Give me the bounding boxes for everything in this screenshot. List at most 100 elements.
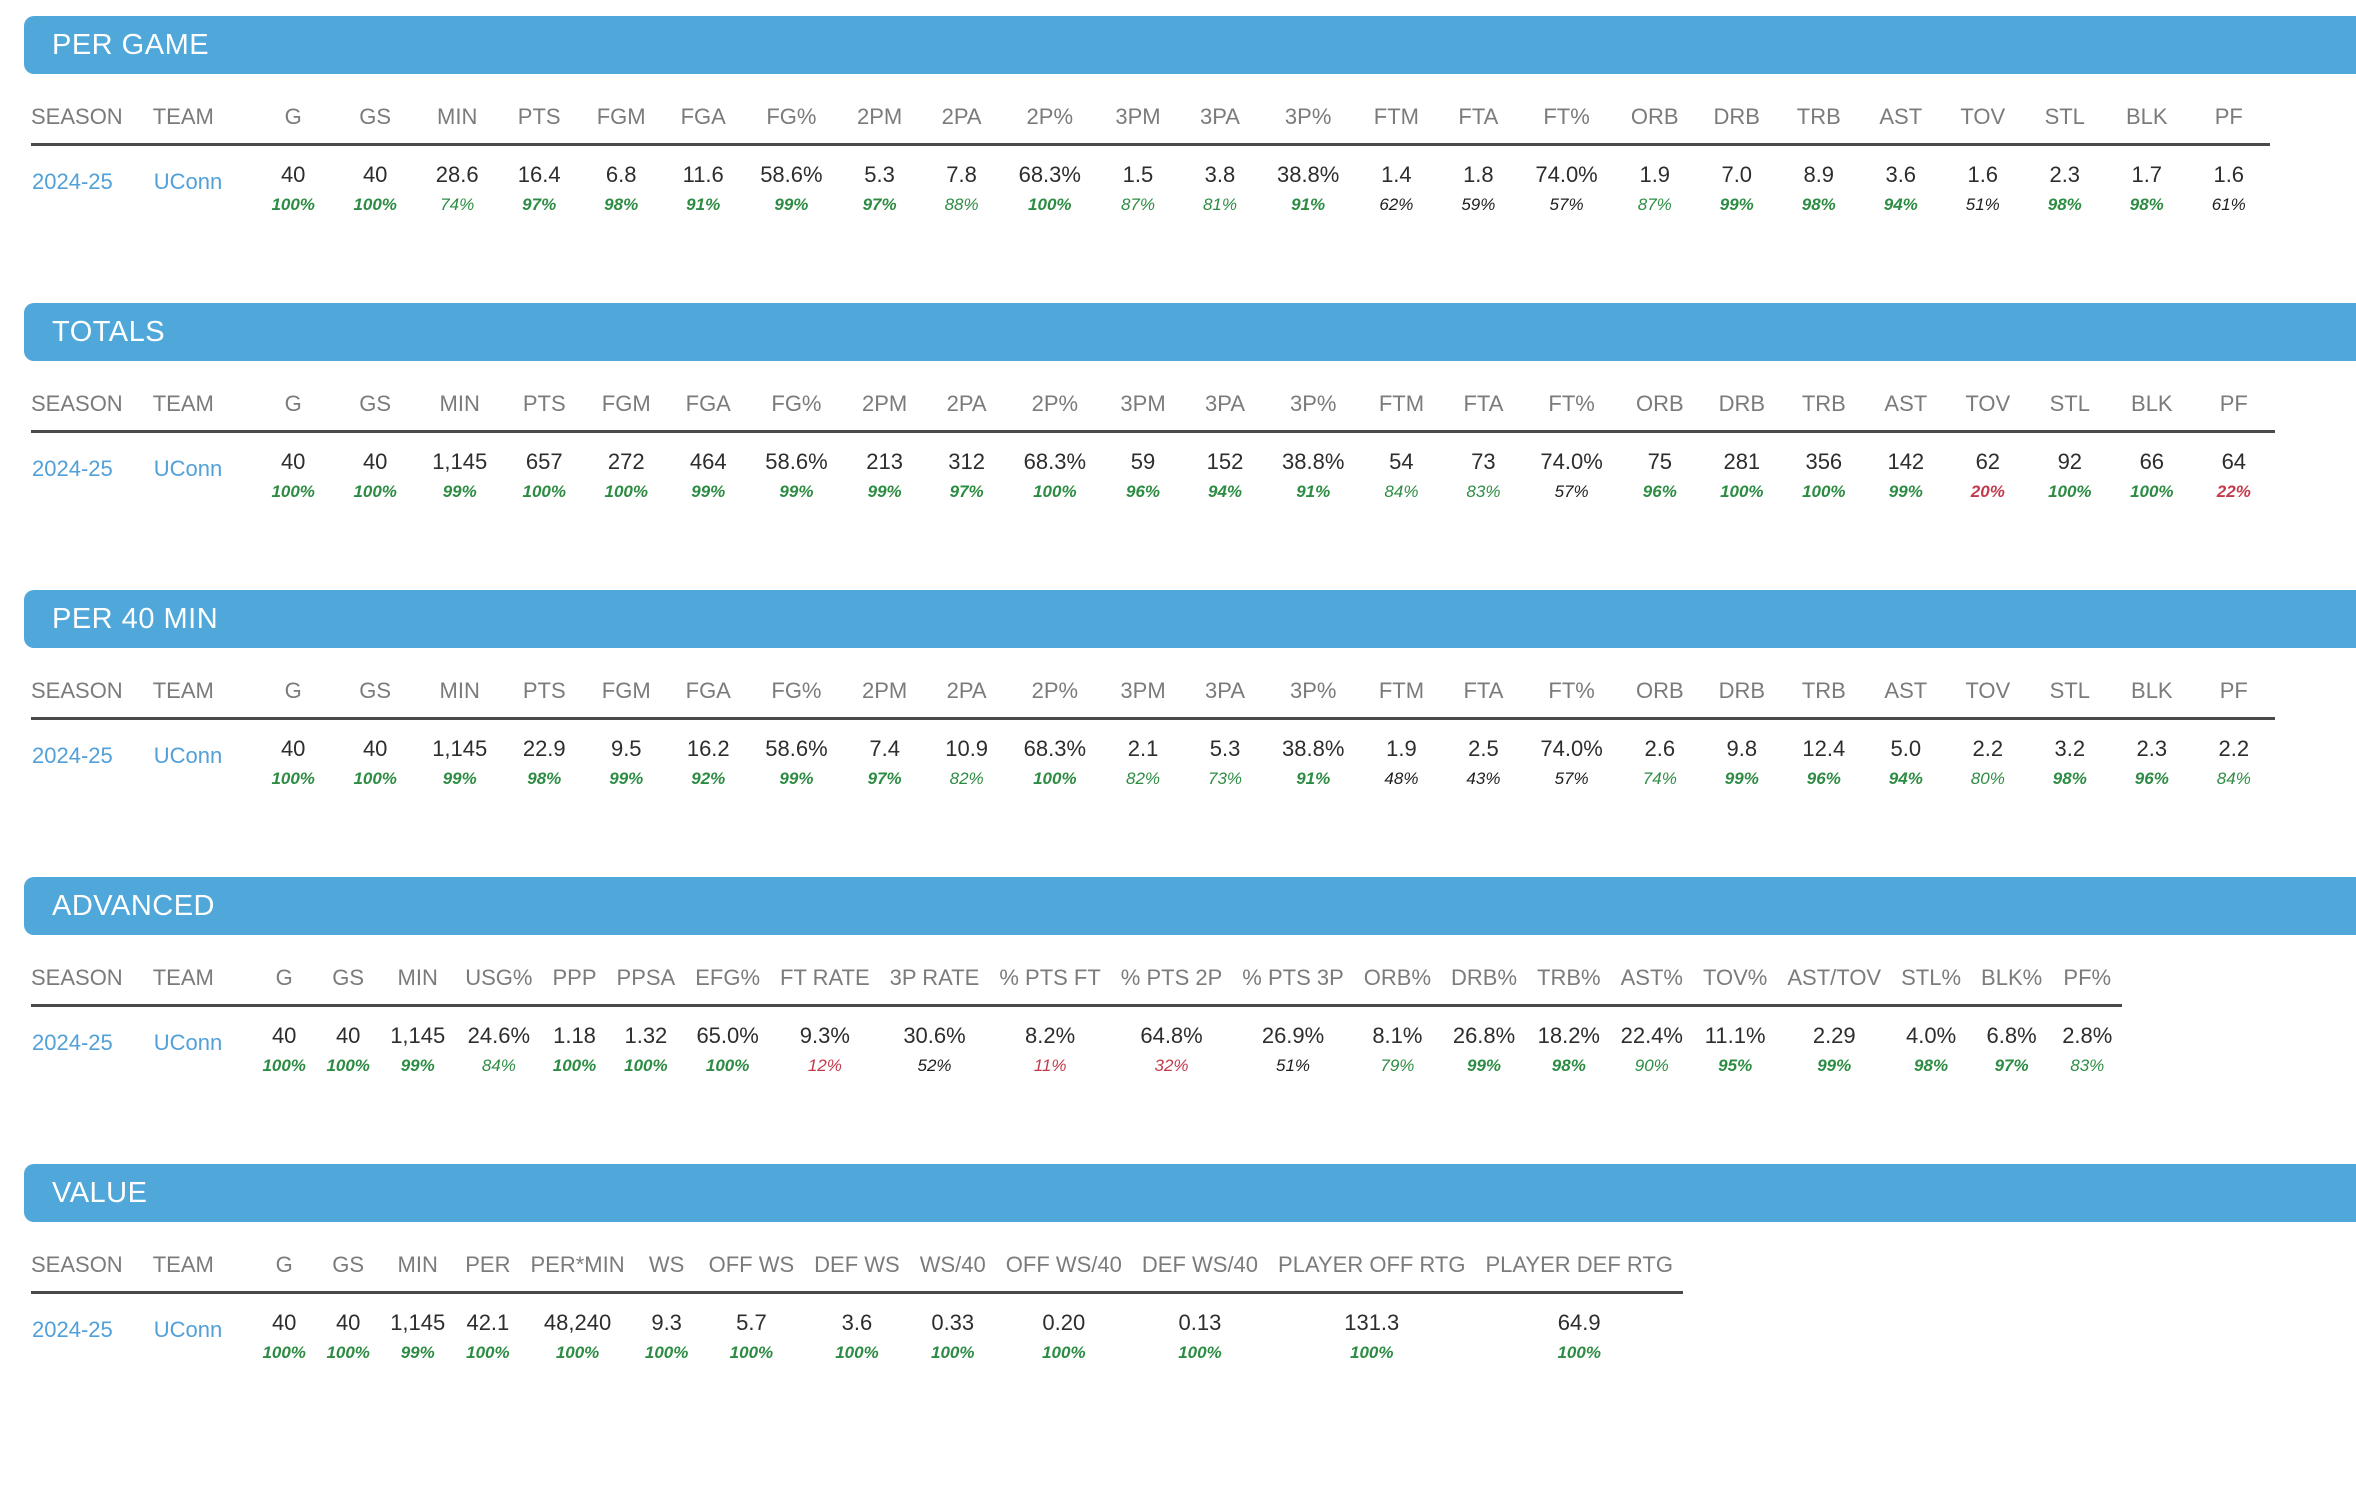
stat-cell: 7.8 88% [921, 145, 1003, 218]
stat-cell: 75 96% [1619, 432, 1701, 505]
stat-percentile: 97% [1994, 1056, 2029, 1075]
stat-value: 54 [1389, 449, 1414, 474]
stat-cell: 1,145 99% [416, 432, 503, 505]
stat-value: 40 [335, 1023, 361, 1048]
stat-percentile: 98% [1914, 1056, 1949, 1075]
column-header: DRB [1718, 391, 1766, 416]
stat-percentile: 84% [2216, 769, 2251, 788]
column-header: G [284, 104, 302, 129]
table-row: 2024-25 UConn 40 100% 40 100% 1,145 99% 22.9 98% 9… [31, 719, 2275, 792]
stat-percentile: 99% [442, 769, 477, 788]
team-link[interactable]: UConn [153, 1029, 223, 1055]
stat-percentile: 100% [353, 195, 397, 214]
stat-value: 1,145 [390, 1310, 446, 1335]
stat-cell: 2.2 84% [2193, 719, 2275, 792]
stat-cell: 312 97% [926, 432, 1008, 505]
team-link[interactable]: UConn [153, 1316, 223, 1342]
stat-percentile: 92% [691, 769, 726, 788]
stat-value: 26.9% [1261, 1023, 1325, 1048]
column-header: TEAM [152, 965, 214, 990]
section-title: ADVANCED [52, 889, 215, 922]
column-header: TEAM [152, 391, 214, 416]
stat-value: 16.2 [686, 736, 730, 761]
team-link[interactable]: UConn [153, 742, 223, 768]
column-header: PLAYER OFF RTG [1278, 1252, 1466, 1277]
column-header: TOV% [1702, 965, 1768, 990]
stat-value: 5.0 [1890, 736, 1922, 761]
column-header: STL [2049, 391, 2090, 416]
stat-value: 24.6% [467, 1023, 531, 1048]
stat-cell: 142 99% [1865, 432, 1947, 505]
season-link[interactable]: 2024-25 [32, 1029, 113, 1055]
column-header: FT RATE [780, 965, 870, 990]
stat-percentile: 51% [1276, 1056, 1311, 1075]
stat-percentile: 100% [1033, 769, 1077, 788]
stat-cell: 1,145 99% [416, 719, 503, 792]
stat-value: 30.6% [903, 1023, 966, 1048]
season-link[interactable]: 2024-25 [32, 742, 113, 768]
team-link[interactable]: UConn [153, 455, 223, 481]
stat-value: 2.2 [2218, 736, 2250, 761]
stat-cell: 58.6% 99% [749, 719, 843, 792]
section-title: PER GAME [52, 28, 210, 61]
stat-value: 131.3 [1344, 1310, 1400, 1335]
stat-cell: 3.6 94% [1860, 145, 1942, 218]
stat-cell: 0.20 100% [996, 1293, 1132, 1366]
stat-percentile: 100% [1033, 482, 1077, 501]
stat-percentile: 100% [262, 1056, 306, 1075]
stat-value: 3.6 [1885, 162, 1917, 187]
stat-percentile: 61% [2211, 195, 2246, 214]
stat-value: 6.8 [605, 162, 637, 187]
column-header: DEF WS/40 [1141, 1252, 1259, 1277]
season-link[interactable]: 2024-25 [32, 1316, 113, 1342]
stat-value: 38.8% [1282, 449, 1345, 474]
stat-value: 92 [2057, 449, 2083, 474]
column-header: BLK [2131, 678, 2173, 703]
stat-value: 59 [1130, 449, 1156, 474]
stat-cell: 22.4% 90% [1611, 1006, 1693, 1079]
team-link[interactable]: UConn [153, 168, 223, 194]
column-header: FTM [1373, 104, 1419, 129]
column-header: ORB% [1363, 965, 1432, 990]
stat-value: 8.1% [1372, 1023, 1423, 1048]
stat-value: 2.1 [1127, 736, 1159, 761]
stat-value: 5.3 [864, 162, 895, 187]
stat-percentile: 100% [271, 769, 315, 788]
stat-cell: 0.33 100% [910, 1293, 996, 1366]
stat-cell: 54 84% [1360, 432, 1442, 505]
season-link[interactable]: 2024-25 [32, 168, 113, 194]
team-cell: UConn [153, 1293, 252, 1366]
stat-value: 7.4 [869, 736, 900, 761]
stat-percentile: 100% [326, 1343, 370, 1362]
stat-value: 1.4 [1381, 162, 1412, 187]
column-header: SEASON [31, 1252, 123, 1277]
stat-cell: 65.0% 100% [685, 1006, 770, 1079]
stat-cell: 1.7 98% [2106, 145, 2188, 218]
stat-cell: 0.13 100% [1132, 1293, 1268, 1366]
stat-percentile: 100% [555, 1343, 600, 1362]
player-stats-tables: PER GAME SEASON TEAM G GS MIN PTS FGM FGA FG% 2PM… [0, 16, 2356, 1365]
column-header: DRB [1713, 104, 1760, 129]
stat-value: 65.0% [696, 1023, 759, 1048]
stat-cell: 38.8% 91% [1266, 719, 1360, 792]
column-header: TEAM [152, 1252, 214, 1277]
column-header: 3P RATE [889, 965, 980, 990]
column-header: STL [2049, 678, 2090, 703]
stat-value: 40 [280, 736, 306, 761]
stat-percentile: 91% [1296, 482, 1331, 501]
season-link[interactable]: 2024-25 [32, 455, 113, 481]
column-header: G [275, 1252, 293, 1277]
stat-cell: 152 94% [1184, 432, 1266, 505]
column-header: DRB% [1451, 965, 1518, 990]
stat-cell: 58.6% 99% [749, 432, 843, 505]
stat-percentile: 20% [1970, 482, 2005, 501]
stat-cell: 26.9% 51% [1232, 1006, 1353, 1079]
column-header: GS [359, 391, 392, 416]
stat-value: 38.8% [1276, 162, 1340, 187]
column-header: SEASON [31, 965, 123, 990]
stat-value: 8.9 [1803, 162, 1835, 187]
stat-percentile: 100% [835, 1343, 879, 1362]
column-header: OFF WS [708, 1252, 795, 1277]
stat-percentile: 100% [644, 1343, 689, 1362]
stat-cell: 40 100% [252, 145, 334, 218]
